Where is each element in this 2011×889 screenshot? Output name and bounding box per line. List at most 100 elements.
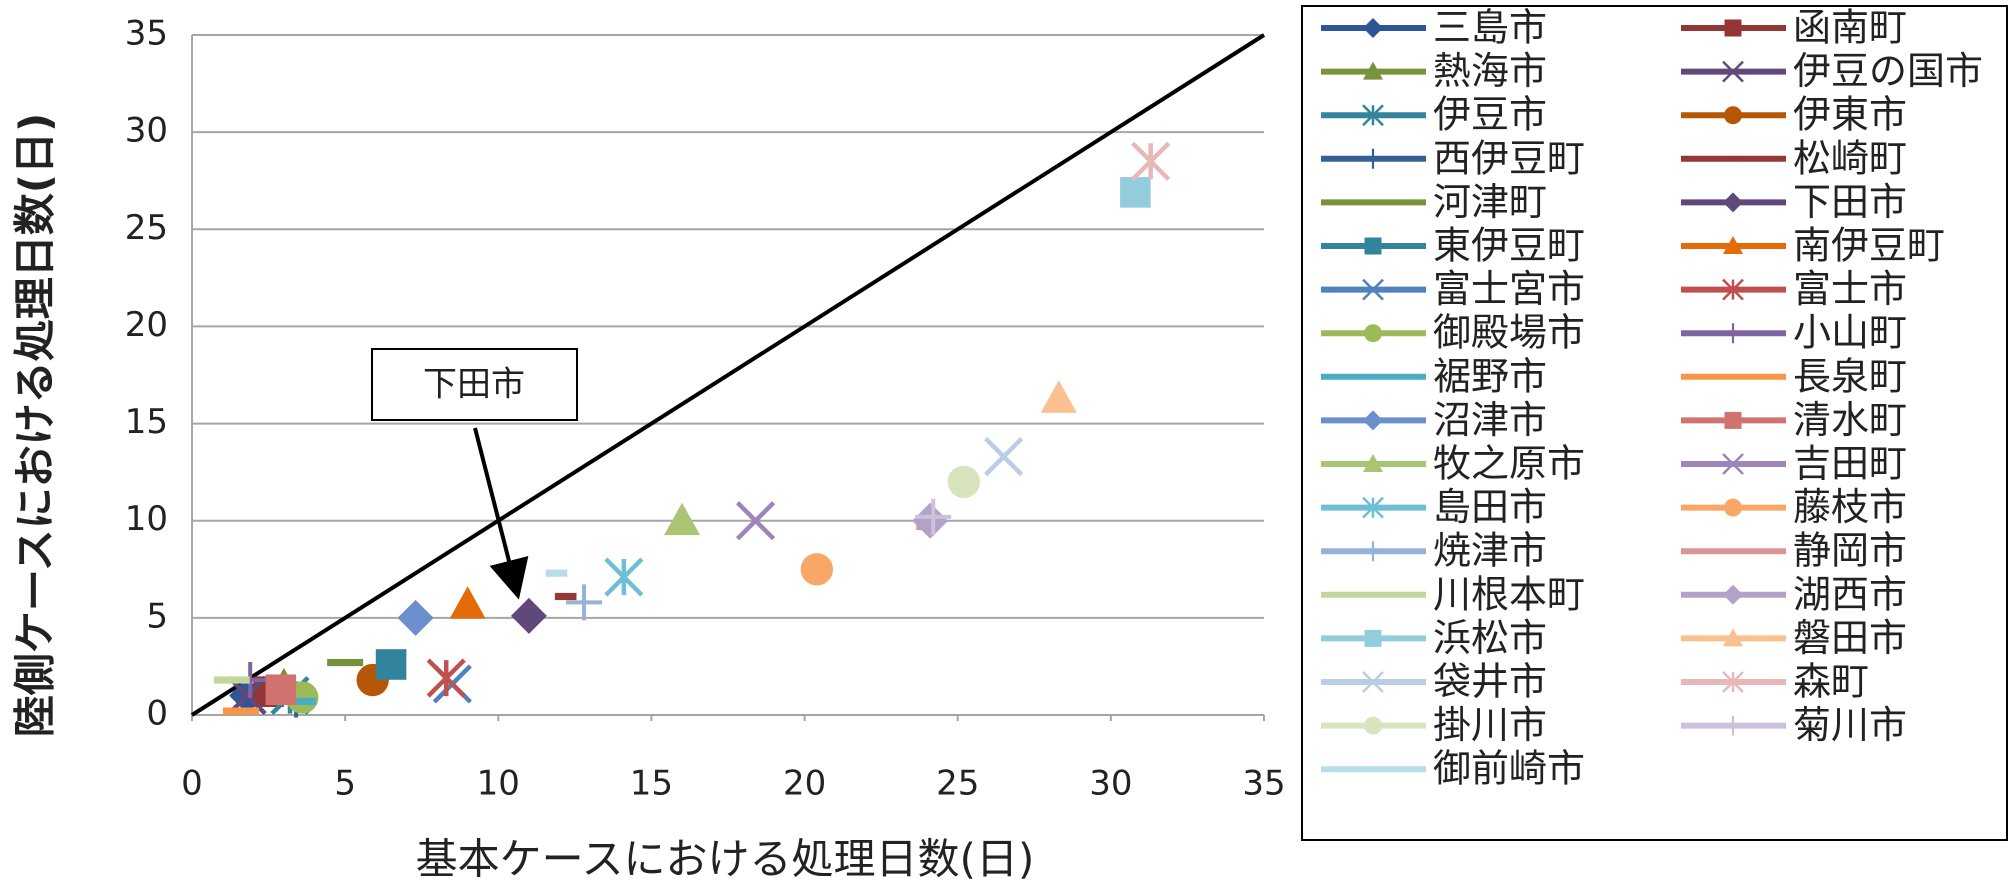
marker — [1724, 411, 1742, 429]
marker — [554, 592, 577, 601]
marker — [1363, 61, 1383, 80]
marker — [223, 707, 260, 715]
marker — [1120, 177, 1151, 208]
annotation-text: 下田市 — [423, 365, 525, 405]
marker — [1131, 141, 1171, 181]
marker — [1362, 104, 1384, 127]
marker — [1722, 453, 1744, 475]
marker — [1722, 278, 1744, 301]
legend-label: 森町 — [1793, 660, 1869, 704]
marker — [1723, 236, 1743, 254]
marker — [915, 498, 952, 535]
x-tick-label: 10 — [477, 764, 520, 804]
x-axis-title: 基本ケースにおける処理日数(日) — [416, 835, 1035, 884]
legend-label: 焼津市 — [1433, 529, 1547, 573]
marker — [545, 569, 568, 577]
legend-label: 湖西市 — [1793, 572, 1907, 616]
annotation-box — [371, 348, 578, 421]
legend-label: 吉田町 — [1793, 442, 1907, 486]
x-tick-label: 15 — [630, 764, 673, 804]
legend-label: 河津町 — [1433, 180, 1547, 224]
marker — [1727, 549, 1739, 554]
legend-label: 伊東市 — [1793, 93, 1907, 137]
marker — [1364, 629, 1382, 647]
x-tick-label: 35 — [1242, 764, 1285, 804]
legend-label: 函南町 — [1793, 6, 1907, 50]
legend-label: 清水町 — [1793, 398, 1907, 442]
legend-label: 菊川市 — [1793, 703, 1907, 747]
marker — [397, 599, 434, 636]
marker — [1362, 496, 1384, 519]
annotation-arrow — [473, 427, 529, 600]
marker — [664, 502, 701, 536]
legend-label: 小山町 — [1793, 311, 1907, 355]
legend-label: 長泉町 — [1793, 354, 1907, 398]
marker — [1363, 410, 1383, 431]
marker — [1722, 60, 1744, 83]
x-tick-label: 5 — [334, 764, 356, 804]
marker — [510, 597, 547, 634]
marker — [294, 697, 317, 705]
marker — [327, 658, 364, 667]
legend-label: 下田市 — [1793, 180, 1907, 224]
x-tick-label: 30 — [1089, 764, 1132, 804]
marker — [1363, 454, 1383, 472]
marker — [1364, 716, 1382, 735]
y-tick-label: 25 — [125, 208, 168, 248]
legend-label: 藤枝市 — [1793, 485, 1907, 529]
marker — [566, 584, 603, 621]
marker — [1723, 374, 1743, 379]
legend-label: 松崎町 — [1793, 136, 1907, 180]
marker — [426, 658, 466, 698]
reference-line — [190, 33, 1266, 717]
legend-label: 西伊豆町 — [1433, 136, 1585, 180]
marker — [1363, 18, 1383, 38]
legend-label: 南伊豆町 — [1793, 224, 1945, 268]
y-tick-label: 35 — [125, 14, 168, 54]
marker — [1723, 323, 1743, 344]
marker — [213, 676, 250, 684]
legend-label: 御前崎市 — [1433, 747, 1585, 791]
legend-label: 裾野市 — [1433, 354, 1547, 398]
marker — [1724, 106, 1742, 125]
marker — [735, 501, 776, 541]
legend-label: 富士宮市 — [1433, 267, 1585, 311]
x-tick-label: 25 — [936, 764, 979, 804]
marker — [1723, 192, 1743, 213]
marker — [1364, 324, 1382, 343]
marker — [800, 553, 834, 586]
legend-label: 浜松市 — [1433, 616, 1547, 660]
marker — [1364, 237, 1382, 255]
marker — [1724, 19, 1742, 37]
marker — [1363, 148, 1383, 169]
x-tick-label: 0 — [181, 764, 203, 804]
marker — [265, 674, 297, 706]
legend-label: 磐田市 — [1793, 616, 1907, 660]
marker — [1362, 671, 1384, 693]
marker — [1727, 156, 1739, 161]
marker — [912, 502, 949, 539]
y-tick-label: 10 — [125, 499, 168, 539]
marker — [947, 465, 981, 499]
legend-label: 静岡市 — [1793, 529, 1907, 573]
marker — [1363, 592, 1383, 597]
legend-label: 掛川市 — [1433, 703, 1547, 747]
marker — [1723, 584, 1743, 605]
legend-label: 熱海市 — [1433, 49, 1547, 93]
y-tick-label: 20 — [125, 305, 168, 345]
marker — [1367, 767, 1379, 772]
marker — [1363, 541, 1383, 562]
marker — [1722, 671, 1744, 693]
legend-label: 伊豆の国市 — [1793, 49, 1983, 93]
y-tick-label: 5 — [146, 596, 168, 636]
legend-label: 富士市 — [1793, 267, 1907, 311]
y-axis-title: 陸側ケースにおける処理日数(日) — [11, 113, 60, 737]
y-tick-label: 15 — [125, 402, 168, 442]
marker — [1040, 380, 1077, 413]
y-tick-label: 0 — [146, 694, 168, 734]
marker — [1363, 200, 1383, 205]
x-tick-label: 20 — [783, 764, 826, 804]
marker — [1723, 715, 1743, 736]
marker — [984, 437, 1024, 477]
